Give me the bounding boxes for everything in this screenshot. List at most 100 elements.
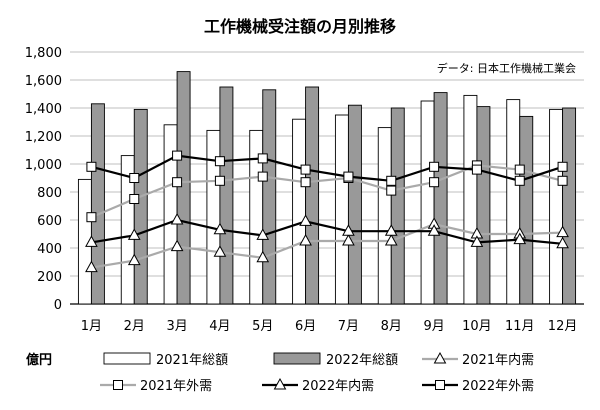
point-2021-domestic <box>213 245 227 257</box>
line-2022-overseas <box>91 154 563 182</box>
legend-swatch <box>273 352 321 365</box>
point-2022-overseas <box>386 175 397 186</box>
legend-item-4: 2021年外需 <box>100 379 212 394</box>
point-2022-overseas <box>429 161 440 172</box>
source-note: データ: 日本工作機械工業会 <box>437 61 576 75</box>
x-tick-label: 7月 <box>338 319 359 334</box>
line-2021-domestic <box>91 223 563 269</box>
x-tick-label: 9月 <box>423 319 444 334</box>
point-2022-domestic <box>127 228 141 240</box>
bar-2022-total <box>176 71 191 305</box>
point-2021-domestic <box>256 250 270 263</box>
chart-title: 工作機械受注額の月別推移 <box>204 17 396 36</box>
x-tick-label: 1月 <box>81 319 102 334</box>
x-tick-label: 12月 <box>548 319 578 334</box>
point-2022-domestic <box>556 236 569 249</box>
point-2022-domestic <box>299 214 312 226</box>
axis-layer: 0 200 400 600 800 1,000 1,200 1,400 1,600 1,800 1月… <box>25 46 578 334</box>
x-tick-label: 2月 <box>124 319 145 334</box>
point-2021-overseas <box>514 164 525 175</box>
y-tick-label: 1,800 <box>25 46 62 61</box>
line-2021-overseas <box>90 164 563 219</box>
point-2022-overseas <box>471 164 482 175</box>
bar-2021-total <box>506 99 521 305</box>
unit-label: 億円 <box>26 352 52 368</box>
point-2021-overseas <box>557 175 568 186</box>
point-2021-domestic <box>85 260 98 273</box>
point-2022-domestic <box>256 228 270 240</box>
plot-area <box>70 52 584 304</box>
grid-layer <box>70 51 584 305</box>
point-2022-overseas <box>300 164 311 175</box>
point-2022-domestic <box>342 224 355 236</box>
point-2021-overseas <box>214 175 225 186</box>
x-tick-label: 11月 <box>505 319 535 334</box>
point-2021-domestic <box>170 239 184 252</box>
bar-2022-total <box>90 103 105 305</box>
point-2021-domestic <box>342 233 355 246</box>
point-2022-domestic <box>513 232 527 245</box>
source-note-bg <box>428 58 580 76</box>
legend-item-1: 2021年総額 <box>103 352 228 368</box>
point-2022-domestic <box>170 212 184 225</box>
bar-2021-total <box>334 114 349 305</box>
y-tick-label: 0 <box>54 298 62 313</box>
point-2022-overseas <box>172 150 183 161</box>
legend-label: 2022年総額 <box>326 353 398 368</box>
point-2022-domestic <box>85 235 98 247</box>
x-tick-label: 3月 <box>166 319 187 334</box>
point-2021-overseas <box>386 185 397 196</box>
point-2022-overseas <box>214 156 225 167</box>
bar-2021-total <box>463 94 478 305</box>
y-tick-label: 600 <box>37 214 62 229</box>
legend-label: 2022年内需 <box>302 378 374 394</box>
legend-marker <box>433 351 447 364</box>
legend-item-6: 2022年外需 <box>422 379 534 394</box>
bar-2022-total <box>133 108 148 305</box>
point-2022-overseas <box>557 161 568 172</box>
point-2021-overseas <box>86 212 97 223</box>
legend-marker <box>273 377 287 390</box>
bar-2022-total <box>390 107 405 305</box>
x-tick-label: 8月 <box>381 319 402 334</box>
point-2021-domestic <box>556 225 569 238</box>
point-2022-overseas <box>86 161 97 172</box>
bar-2022-total <box>262 89 277 305</box>
point-2022-overseas <box>343 171 354 182</box>
bar-2022-total <box>519 115 534 305</box>
legend-item-3: 2021年内需 <box>422 351 534 368</box>
x-tick-label: 6月 <box>295 319 316 334</box>
x-tick-label: 4月 <box>209 319 230 334</box>
point-2022-overseas <box>129 173 140 183</box>
y-tick-label: 1,200 <box>25 130 62 145</box>
point-2022-overseas <box>257 153 268 164</box>
point-2021-overseas <box>257 171 268 182</box>
x-tick-label: 5月 <box>252 319 273 334</box>
legend-label: 2021年内需 <box>462 352 534 368</box>
legend-label: 2022年外需 <box>462 379 534 394</box>
bar-2022-total <box>347 104 362 305</box>
point-2022-domestic <box>213 222 227 235</box>
legend: 2021年総額 2022年総額 2021年内需 2021年外需 2022年内需 2022年… <box>100 351 534 394</box>
y-tick-label: 400 <box>37 242 62 257</box>
bar-2022-total <box>433 92 448 305</box>
bar-2022-total <box>476 106 491 305</box>
y-tick-label: 200 <box>37 270 62 285</box>
bar-2021-total <box>292 118 307 305</box>
point-2021-overseas <box>429 177 440 188</box>
y-tick-label: 1,400 <box>25 102 62 117</box>
point-2021-domestic <box>384 233 398 246</box>
bar-2021-total <box>377 127 392 305</box>
legend-label: 2021年総額 <box>156 353 228 368</box>
bar-2022-total <box>562 107 577 305</box>
point-2021-overseas <box>300 177 311 188</box>
legend-label: 2021年外需 <box>140 379 212 394</box>
y-tick-label: 800 <box>37 186 62 201</box>
bar-2021-total <box>420 100 435 305</box>
line-2022-domestic <box>91 218 563 245</box>
point-2022-domestic <box>427 224 441 236</box>
legend-item-2: 2022年総額 <box>273 352 398 368</box>
y-tick-label: 1,600 <box>25 74 62 89</box>
